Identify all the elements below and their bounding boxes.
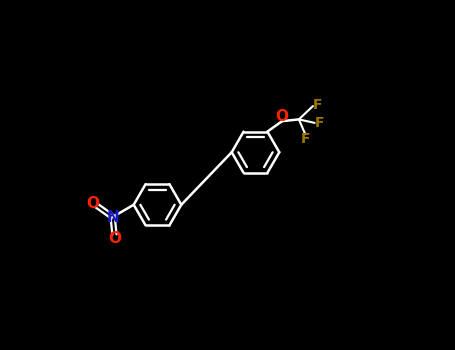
- Text: O: O: [109, 231, 121, 246]
- Text: F: F: [301, 132, 311, 146]
- Text: O: O: [86, 196, 99, 210]
- Text: F: F: [315, 116, 324, 130]
- Text: N: N: [106, 210, 119, 224]
- Text: O: O: [276, 110, 288, 125]
- Text: F: F: [313, 98, 323, 112]
